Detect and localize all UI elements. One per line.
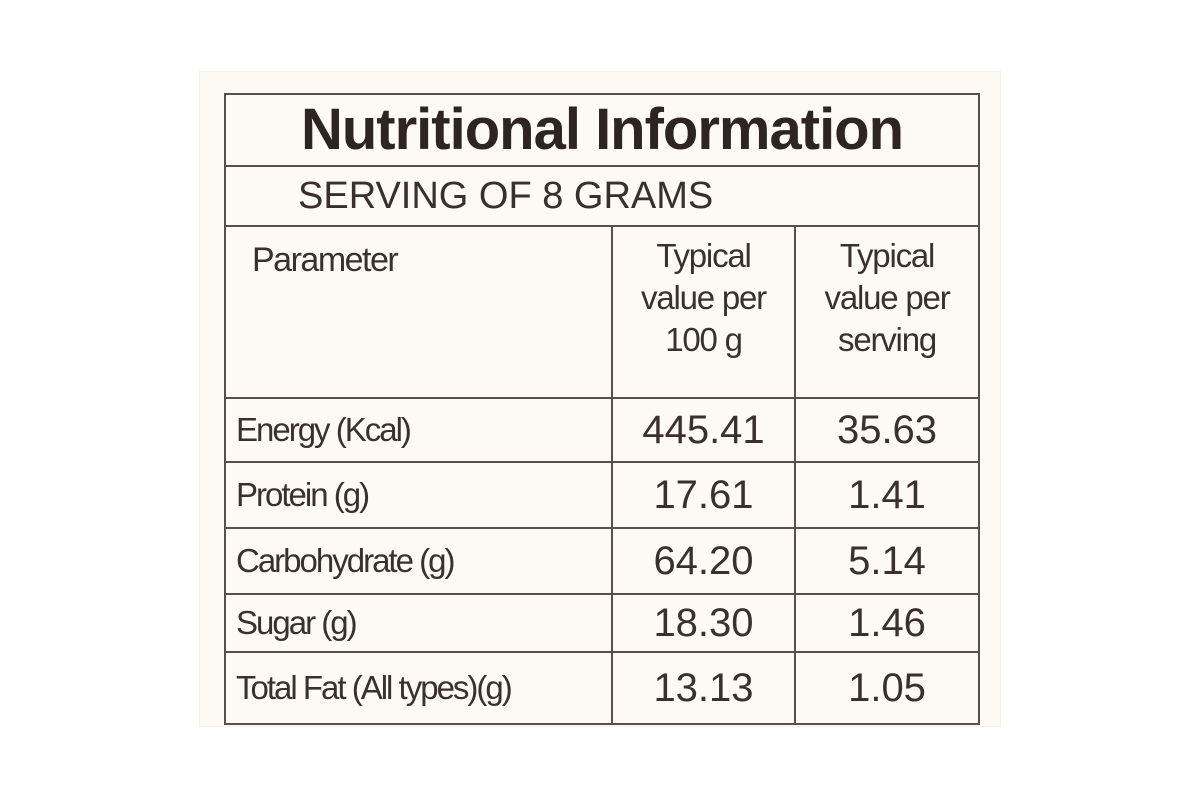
row-parameter: Carbohydrate (g) bbox=[224, 527, 613, 595]
row-parameter: Protein (g) bbox=[224, 461, 613, 529]
header-per-100g-line-3: 100 g bbox=[665, 321, 743, 358]
row-value-per-serving: 1.46 bbox=[793, 593, 981, 653]
row-parameter: Energy (Kcal) bbox=[224, 397, 613, 463]
header-parameter: Parameter bbox=[224, 225, 613, 399]
row-value-per-serving: 1.41 bbox=[793, 461, 981, 529]
header-per-100g-line-1: Typical bbox=[656, 237, 752, 274]
row-value-per-100g: 445.41 bbox=[611, 397, 796, 463]
table-row: Protein (g) 17.61 1.41 bbox=[224, 461, 981, 529]
nutrition-table: Nutritional Information SERVING OF 8 GRA… bbox=[223, 93, 981, 725]
row-parameter: Total Fat (All types)(g) bbox=[224, 651, 613, 725]
table-row: Carbohydrate (g) 64.20 5.14 bbox=[224, 527, 981, 595]
header-per-serving-line-2: value per bbox=[824, 279, 951, 316]
row-value-per-100g: 17.61 bbox=[611, 461, 796, 529]
header-per-serving: Typical value per serving bbox=[793, 225, 981, 399]
header-per-serving-line-1: Typical bbox=[839, 237, 936, 274]
header-per-serving-line-3: serving bbox=[838, 321, 937, 358]
row-parameter: Sugar (g) bbox=[224, 593, 613, 653]
row-value-per-serving: 5.14 bbox=[793, 527, 981, 595]
header-per-100g: Typical value per 100 g bbox=[611, 225, 796, 399]
row-value-per-100g: 18.30 bbox=[611, 593, 796, 653]
table-row: Energy (Kcal) 445.41 35.63 bbox=[224, 397, 981, 463]
table-row: Total Fat (All types)(g) 13.13 1.05 bbox=[224, 651, 981, 725]
table-title: Nutritional Information bbox=[223, 93, 981, 167]
row-value-per-100g: 64.20 bbox=[611, 527, 796, 595]
row-value-per-serving: 35.63 bbox=[793, 397, 981, 463]
header-per-100g-line-2: value per bbox=[641, 279, 767, 316]
header-row: Parameter Typical value per 100 g Typica… bbox=[224, 225, 981, 399]
row-value-per-serving: 1.05 bbox=[793, 651, 981, 725]
serving-size-subtitle: SERVING OF 8 GRAMS bbox=[223, 165, 981, 227]
table-row: Sugar (g) 18.30 1.46 bbox=[224, 593, 981, 653]
row-value-per-100g: 13.13 bbox=[611, 651, 796, 725]
